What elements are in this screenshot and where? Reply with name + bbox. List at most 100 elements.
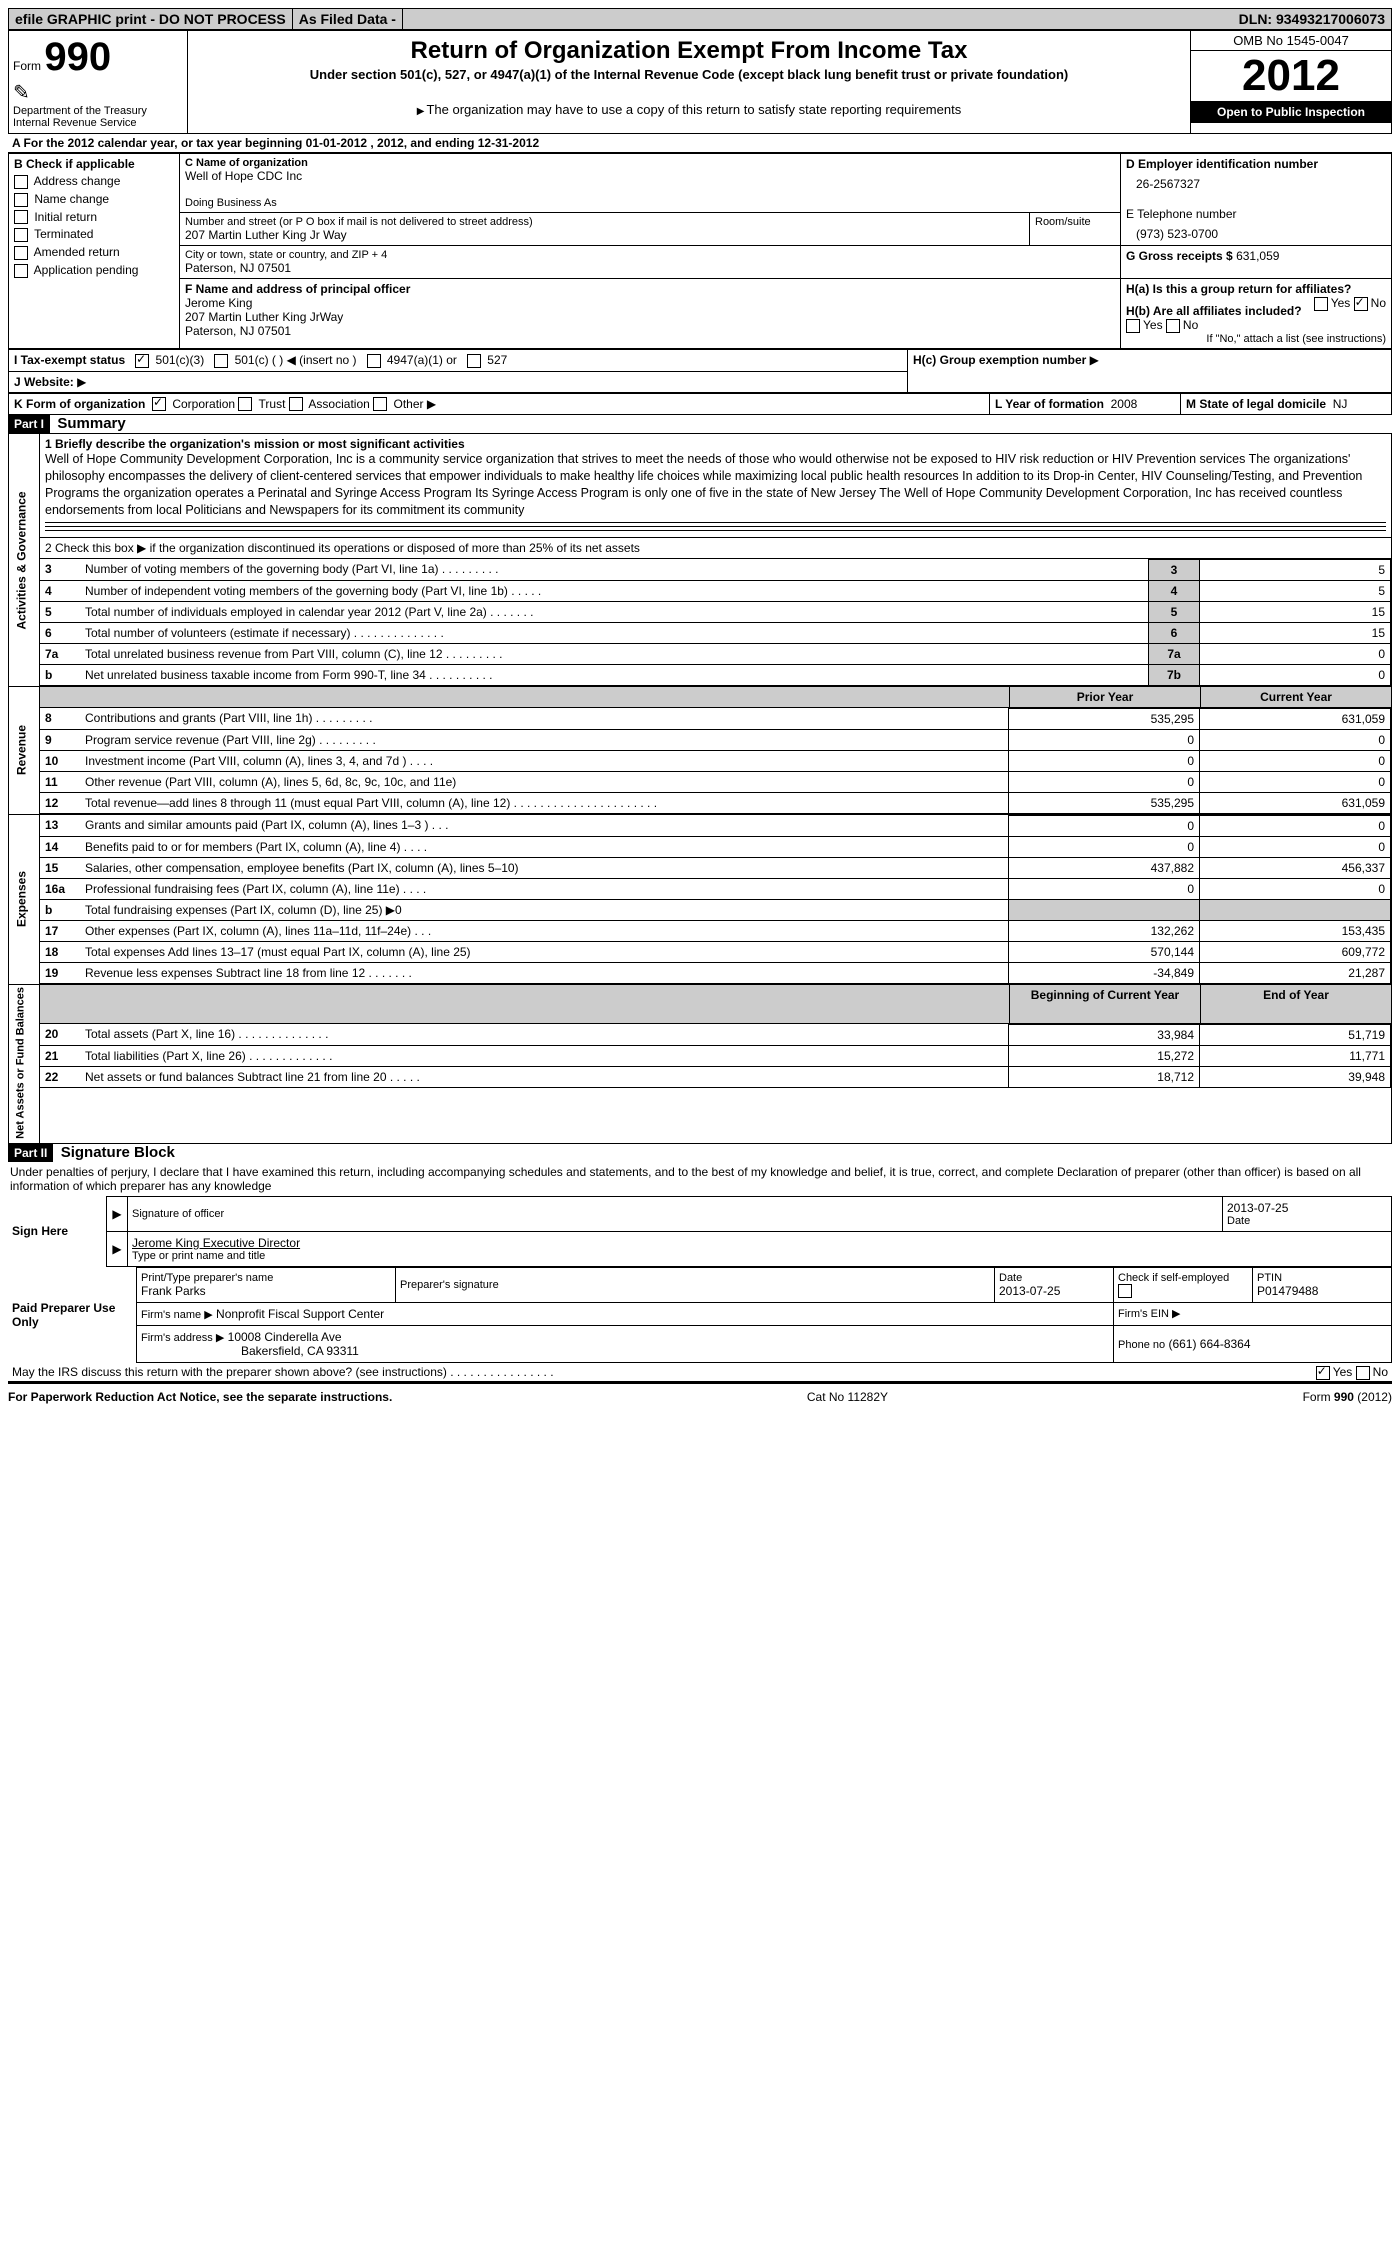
tax-year: 2012 <box>1191 51 1391 101</box>
blank-hdr-2 <box>40 984 1010 1023</box>
ein: 26-2567327 <box>1136 177 1386 191</box>
firm-addr-label: Firm's address ▶ <box>141 1332 224 1344</box>
sign-here-label: Sign Here <box>8 1196 107 1266</box>
firm-name: Nonprofit Fiscal Support Center <box>216 1307 384 1321</box>
block-f: F Name and address of principal officer … <box>180 279 1121 349</box>
assoc-checkbox[interactable] <box>289 397 303 411</box>
prep-date: 2013-07-25 <box>999 1284 1109 1298</box>
discuss-no-checkbox[interactable] <box>1356 1366 1370 1380</box>
m-label: M State of legal domicile <box>1186 397 1326 411</box>
form-subtitle: Under section 501(c), 527, or 4947(a)(1)… <box>192 67 1186 82</box>
check-initial-return[interactable]: Initial return <box>14 210 174 225</box>
hb-no-checkbox[interactable] <box>1166 319 1180 333</box>
gross-receipts: 631,059 <box>1236 249 1279 263</box>
ag-row-5: 5 Total number of individuals employed i… <box>40 601 1391 622</box>
d-label: D Employer identification number <box>1126 157 1386 171</box>
row-21: 21 Total liabilities (Part X, line 26) .… <box>40 1045 1391 1066</box>
trust-checkbox[interactable] <box>238 397 252 411</box>
block-c-addr: Number and street (or P O box if mail is… <box>180 213 1030 246</box>
ag-row-6: 6 Total number of volunteers (estimate i… <box>40 622 1391 643</box>
row-8: 8 Contributions and grants (Part VIII, l… <box>40 708 1391 729</box>
jurat: Under penalties of perjury, I declare th… <box>8 1162 1392 1196</box>
row-10: 10 Investment income (Part VIII, column … <box>40 750 1391 771</box>
part2-title: Signature Block <box>61 1144 175 1161</box>
yes-label: Yes <box>1331 296 1351 310</box>
s2-row: 2 Check this box ▶ if the organization d… <box>40 537 1392 558</box>
block-g: G Gross receipts $ 631,059 <box>1121 246 1392 279</box>
l-label: L Year of formation <box>995 397 1104 411</box>
street-addr: 207 Martin Luther King Jr Way <box>185 228 1024 242</box>
check-name-change[interactable]: Name change <box>14 192 174 207</box>
part1-title: Summary <box>57 415 125 432</box>
opt-trust: Trust <box>259 397 286 411</box>
side-rev: Revenue <box>9 686 40 814</box>
check-address-change[interactable]: Address change <box>14 174 174 189</box>
k-label: K Form of organization <box>14 397 145 411</box>
501c-checkbox[interactable] <box>214 354 228 368</box>
form-box: Form 990 ✎ Department of the Treasury In… <box>8 30 188 134</box>
row-9: 9 Program service revenue (Part VIII, li… <box>40 729 1391 750</box>
hb-label: H(b) Are all affiliates included? <box>1126 304 1302 318</box>
firm-ein-label: Firm's EIN ▶ <box>1114 1302 1392 1325</box>
year-formation: 2008 <box>1111 397 1138 411</box>
asfiled-label: As Filed Data - <box>293 9 403 29</box>
discuss-text: May the IRS discuss this return with the… <box>12 1365 554 1379</box>
self-employed-checkbox[interactable] <box>1118 1284 1132 1298</box>
row-20: 20 Total assets (Part X, line 16) . . . … <box>40 1024 1391 1045</box>
4947-checkbox[interactable] <box>367 354 381 368</box>
opt-527: 527 <box>487 353 507 367</box>
row-19: 19 Revenue less expenses Subtract line 1… <box>40 962 1391 983</box>
discuss-yes-checkbox[interactable] <box>1316 1366 1330 1380</box>
summary-table: Activities & Governance 1 Briefly descri… <box>8 433 1392 1143</box>
row-13: 13 Grants and similar amounts paid (Part… <box>40 815 1391 836</box>
opt-assoc: Association <box>308 397 369 411</box>
year-box: OMB No 1545-0047 2012 Open to Public Ins… <box>1190 30 1392 134</box>
ha-no-checkbox[interactable] <box>1354 297 1368 311</box>
part2-hdr: Part II <box>8 1144 53 1162</box>
line-l: L Year of formation 2008 <box>990 393 1181 415</box>
firm-phone: (661) 664-8364 <box>1168 1337 1250 1351</box>
line-j: J Website: ▶ <box>9 371 908 392</box>
prep-sig-label: Preparer's signature <box>400 1279 990 1291</box>
klm-table: K Form of organization Corporation Trust… <box>8 393 1392 416</box>
cy-hdr: Current Year <box>1201 686 1392 707</box>
identity-table: B Check if applicable Address change Nam… <box>8 153 1392 349</box>
hb-yes-checkbox[interactable] <box>1126 319 1140 333</box>
other-checkbox[interactable] <box>373 397 387 411</box>
prep-name: Frank Parks <box>141 1284 391 1298</box>
check-amended-return[interactable]: Amended return <box>14 245 174 260</box>
dln-label: DLN: 93493217006073 <box>1233 9 1391 29</box>
discuss-row: May the IRS discuss this return with the… <box>8 1363 1392 1382</box>
opt-501c: 501(c) ( ) <box>235 353 284 367</box>
org-name: Well of Hope CDC Inc <box>185 169 1115 183</box>
name-label: Type or print name and title <box>132 1250 1387 1262</box>
check-application-pending[interactable]: Application pending <box>14 263 174 278</box>
py-hdr: Prior Year <box>1010 686 1201 707</box>
ag-row-4: 4 Number of independent voting members o… <box>40 580 1391 601</box>
ptin-label: PTIN <box>1257 1272 1387 1284</box>
footer: For Paperwork Reduction Act Notice, see … <box>8 1382 1392 1404</box>
ag-row-7b: b Net unrelated business taxable income … <box>40 664 1391 685</box>
discuss-yes: Yes <box>1333 1365 1353 1379</box>
footer-left: For Paperwork Reduction Act Notice, see … <box>8 1390 392 1404</box>
insert-no: (insert no ) <box>299 353 356 367</box>
paid-preparer-label: Paid Preparer Use Only <box>8 1267 137 1362</box>
501c3-checkbox[interactable] <box>135 354 149 368</box>
line-i: I Tax-exempt status 501(c)(3) 501(c) ( )… <box>9 349 908 371</box>
city-label: City or town, state or country, and ZIP … <box>185 249 1115 261</box>
self-employed-label: Check if self-employed <box>1118 1272 1229 1284</box>
row-22: 22 Net assets or fund balances Subtract … <box>40 1066 1391 1087</box>
officer-printed-name: Jerome King Executive Director <box>132 1236 1387 1250</box>
line-m: M State of legal domicile NJ <box>1181 393 1392 415</box>
hb-note: If "No," attach a list (see instructions… <box>1126 333 1386 345</box>
row-16a: 16a Professional fundraising fees (Part … <box>40 878 1391 899</box>
e-label: E Telephone number <box>1126 207 1386 221</box>
ha-yes-checkbox[interactable] <box>1314 297 1328 311</box>
corp-checkbox[interactable] <box>152 397 166 411</box>
form-header: Form 990 ✎ Department of the Treasury In… <box>8 30 1392 134</box>
no-label-2: No <box>1183 318 1198 332</box>
line-hc: H(c) Group exemption number ▶ <box>907 349 1391 392</box>
opt-corp: Corporation <box>172 397 235 411</box>
check-terminated[interactable]: Terminated <box>14 227 174 242</box>
527-checkbox[interactable] <box>467 354 481 368</box>
